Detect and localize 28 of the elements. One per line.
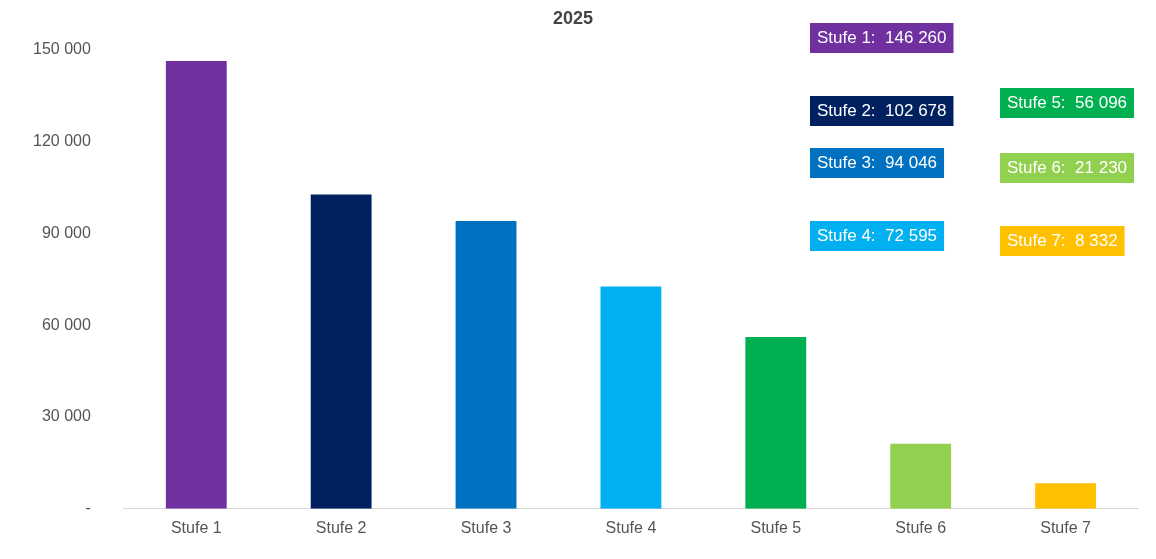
- bar: [165, 61, 227, 509]
- annotation: Stufe 3: 94 046: [817, 152, 938, 172]
- annotation: Stufe 6: 21 230: [1007, 157, 1128, 177]
- bar: [310, 194, 372, 509]
- text: Stufe 1: 146 260: [817, 27, 947, 47]
- x-tick-label: Stufe 2: [315, 518, 367, 536]
- x-tick-label: Stufe 5: [750, 518, 802, 536]
- y-tick-label: 60 000: [41, 315, 91, 333]
- y-tick-label: 120 000: [32, 131, 91, 149]
- bar: [890, 443, 952, 509]
- bar: [1035, 483, 1096, 509]
- annotation: Stufe 4: 72 595: [817, 225, 938, 245]
- x-tick-label: Stufe 1: [170, 518, 222, 536]
- chart-title: 2025: [552, 7, 594, 28]
- bar: [455, 220, 517, 509]
- y-tick-label: -: [85, 499, 91, 517]
- bar: [600, 286, 662, 509]
- x-tick-label: Stufe 7: [1040, 518, 1092, 536]
- x-tick-label: Stufe 6: [895, 518, 947, 536]
- annotation: Stufe 5: 56 096: [1007, 92, 1128, 112]
- bar: [745, 337, 807, 509]
- annotation: Stufe 7: 8 332: [1007, 230, 1118, 250]
- y-tick-label: 150 000: [32, 40, 91, 58]
- x-tick-label: Stufe 3: [460, 518, 512, 536]
- annotation: Stufe 2: 102 678: [817, 100, 947, 120]
- y-tick-label: 90 000: [41, 223, 91, 241]
- y-tick-label: 30 000: [41, 407, 91, 425]
- x-tick-label: Stufe 4: [605, 518, 657, 536]
